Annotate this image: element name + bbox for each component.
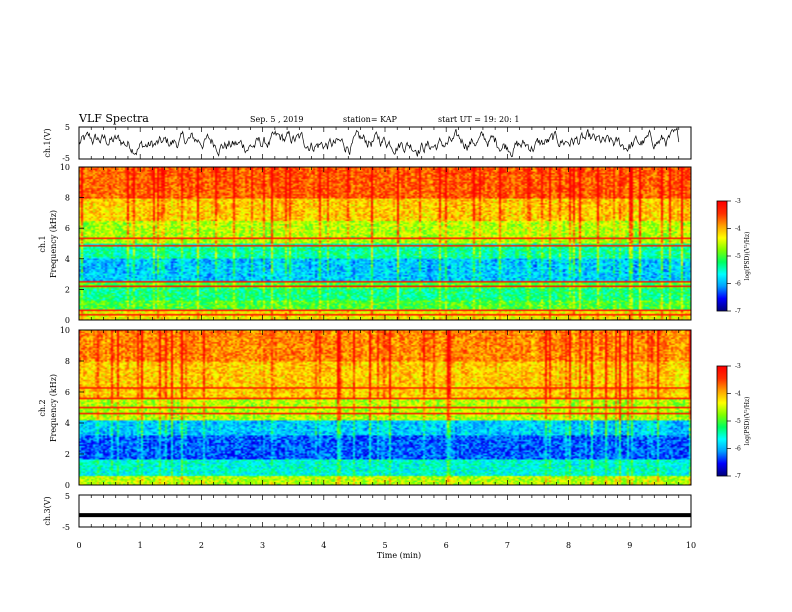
ch1-spectrogram-ytick-label: 8 <box>65 194 70 203</box>
time-ticks <box>78 127 692 527</box>
ch1-colorbar-tick-label: -5 <box>735 253 741 260</box>
ch2-spectrogram-channel-label: ch.2 <box>38 399 47 416</box>
ch1-spectrogram-heatmap <box>79 167 691 320</box>
station-label: station= KAP <box>343 115 398 124</box>
ch1-colorbar-label: log(PSD)(V²/Hz) <box>744 232 751 281</box>
ch1-spectrogram-ylabel: Frequency (kHz) <box>49 210 58 278</box>
x-axis-label: Time (min) <box>377 551 421 560</box>
ch2-colorbar-label: log(PSD)(V²/Hz) <box>744 397 751 446</box>
ch2-colorbar-gradient <box>717 366 727 476</box>
ch2-spectrogram-ytick-label: 4 <box>65 419 70 428</box>
ch1-spectrogram-channel-label: ch.1 <box>38 235 47 252</box>
ch2-spectrogram-panel: 0 2 4 6 8 10 ch.2 Frequency (kHz) <box>38 326 692 490</box>
x-tick-label: 9 <box>627 541 632 550</box>
ch3-ytick-min: -5 <box>62 523 70 532</box>
x-tick-labels: 0 1 2 3 4 5 6 7 8 9 10 <box>76 541 696 550</box>
x-tick-label: 10 <box>686 541 696 550</box>
ch2-spectrogram-ytick-label: 6 <box>65 388 70 397</box>
ch2-spectrogram-heatmap <box>79 330 691 485</box>
ch1-colorbar-tick-label: -4 <box>735 226 741 233</box>
x-tick-label: 8 <box>566 541 571 550</box>
x-tick-label: 6 <box>444 541 449 550</box>
ch1-colorbar: -3 -4 -5 -6 -7 log(PSD)(V²/Hz) <box>716 198 751 315</box>
x-tick-label: 1 <box>138 541 143 550</box>
ch1-waveform-line <box>78 126 680 158</box>
ch3-ylabel: ch.3(V) <box>43 496 52 525</box>
ch2-colorbar-tick-label: -3 <box>735 363 741 370</box>
ch1-colorbar-gradient <box>717 201 727 311</box>
ch2-colorbar-tick-label: -6 <box>735 446 741 453</box>
x-tick-label: 4 <box>321 541 326 550</box>
ch1-spectrogram-ytick-label: 10 <box>60 163 70 172</box>
ch2-colorbar-tick-label: -7 <box>735 473 741 480</box>
x-tick-label: 2 <box>199 541 204 550</box>
ch1-spectrogram-ytick-label: 4 <box>65 255 70 264</box>
ch1-spectrogram-ytick-label: 0 <box>65 316 70 325</box>
ch1-colorbar-tick-label: -3 <box>735 198 741 205</box>
ch1-spectrogram-ytick-label: 6 <box>65 224 70 233</box>
ch1-spectrogram-ytick-label: 2 <box>65 285 70 294</box>
figure-title: VLF Spectra <box>78 112 149 125</box>
ch2-spectrogram-ytick-label: 8 <box>65 357 70 366</box>
x-tick-label: 3 <box>260 541 265 550</box>
ch1-colorbar-tick-label: -6 <box>735 281 741 288</box>
start-time-label: start UT = 19: 20: 1 <box>438 115 519 124</box>
ch2-colorbar: -3 -4 -5 -6 -7 log(PSD)(V²/Hz) <box>716 363 751 480</box>
ch1-spectrogram-panel: 0 2 4 6 8 10 ch.1 Frequency (kHz) <box>38 163 692 325</box>
ch1-spectrogram-yticks: 0 2 4 6 8 10 <box>60 163 84 325</box>
x-tick-label: 0 <box>76 541 81 550</box>
ch1-colorbar-ticks: -3 -4 -5 -6 -7 <box>727 198 741 315</box>
ch2-spectrogram-ytick-label: 0 <box>65 481 70 490</box>
ch2-colorbar-tick-label: -4 <box>735 391 741 398</box>
ch1-colorbar-tick-label: -7 <box>735 308 741 315</box>
ch2-spectrogram-yticks: 0 2 4 6 8 10 <box>60 326 84 490</box>
x-tick-label: 7 <box>505 541 510 550</box>
date-label: Sep. 5 , 2019 <box>250 115 304 124</box>
ch1-ylabel: ch.1(V) <box>43 128 52 157</box>
ch2-spectrogram-ytick-label: 10 <box>60 326 70 335</box>
ch2-spectrogram-ytick-label: 2 <box>65 450 70 459</box>
x-tick-label: 5 <box>382 541 387 550</box>
ch2-spectrogram-ylabel: Frequency (kHz) <box>49 374 58 442</box>
ch1-waveform-trace <box>78 126 680 158</box>
ch1-ytick-min: -5 <box>62 154 70 163</box>
ch2-colorbar-tick-label: -5 <box>735 418 741 425</box>
ch3-ytick-max: 5 <box>65 492 70 501</box>
ch1-ytick-max: 5 <box>65 123 70 132</box>
ch2-colorbar-ticks: -3 -4 -5 -6 -7 <box>727 363 741 480</box>
